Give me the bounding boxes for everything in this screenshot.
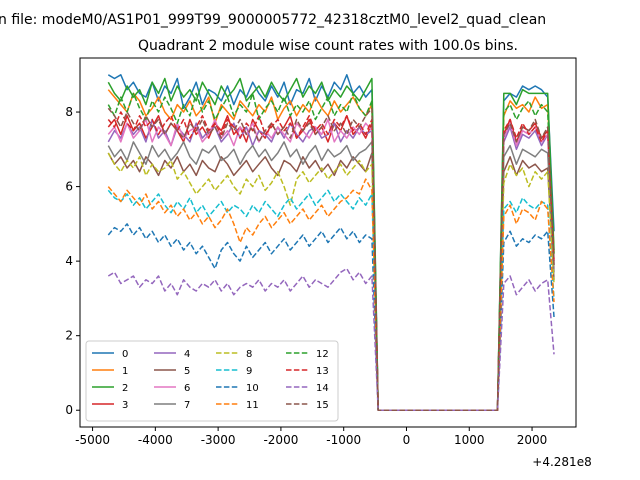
legend-label-1: 1 bbox=[122, 366, 128, 377]
x-axis: -5000 -4000 -3000 -2000 -1000 0 1000 2000 bbox=[75, 427, 547, 447]
y-tick-label: 8 bbox=[65, 105, 73, 119]
x-tick-label: 0 bbox=[403, 433, 411, 447]
y-axis: 0 2 4 6 8 bbox=[65, 105, 80, 417]
y-tick-label: 6 bbox=[65, 180, 73, 194]
legend-frame bbox=[85, 340, 339, 422]
y-tick-label: 2 bbox=[65, 329, 73, 343]
legend-label-15: 15 bbox=[316, 400, 329, 411]
x-tick-label: -3000 bbox=[201, 433, 236, 447]
legend-label-14: 14 bbox=[316, 383, 329, 394]
figure-suptitle: n file: modeM0/AS1P01_999T99_9000005772_… bbox=[0, 12, 546, 28]
axes-frame bbox=[79, 57, 577, 428]
chart-title: Quadrant 2 module wise count rates with … bbox=[138, 38, 518, 54]
x-tick-label: -5000 bbox=[75, 433, 110, 447]
legend-label-11: 11 bbox=[246, 400, 259, 411]
series-line-11 bbox=[107, 178, 555, 411]
legend-label-6: 6 bbox=[184, 383, 190, 394]
legend-label-2: 2 bbox=[122, 383, 128, 394]
legend-label-7: 7 bbox=[184, 400, 190, 411]
y-tick-label: 0 bbox=[65, 403, 73, 417]
x-tick-label: 2000 bbox=[517, 433, 548, 447]
series-line-15 bbox=[107, 107, 555, 411]
legend-label-9: 9 bbox=[246, 366, 252, 377]
legend-label-3: 3 bbox=[122, 400, 128, 411]
series-layer bbox=[107, 74, 555, 411]
legend-label-5: 5 bbox=[184, 366, 190, 377]
legend-label-4: 4 bbox=[184, 349, 190, 360]
x-tick-label: -2000 bbox=[263, 433, 298, 447]
x-tick-label: -1000 bbox=[326, 433, 361, 447]
legend-label-12: 12 bbox=[316, 349, 329, 360]
y-tick-label: 4 bbox=[65, 254, 73, 268]
legend-label-0: 0 bbox=[122, 349, 128, 360]
x-axis-offset-label: +4.281e8 bbox=[532, 455, 591, 469]
x-tick-label: 1000 bbox=[454, 433, 485, 447]
legend-label-8: 8 bbox=[246, 349, 252, 360]
legend-label-13: 13 bbox=[316, 366, 329, 377]
legend-label-10: 10 bbox=[246, 383, 259, 394]
x-tick-label: -4000 bbox=[138, 433, 173, 447]
